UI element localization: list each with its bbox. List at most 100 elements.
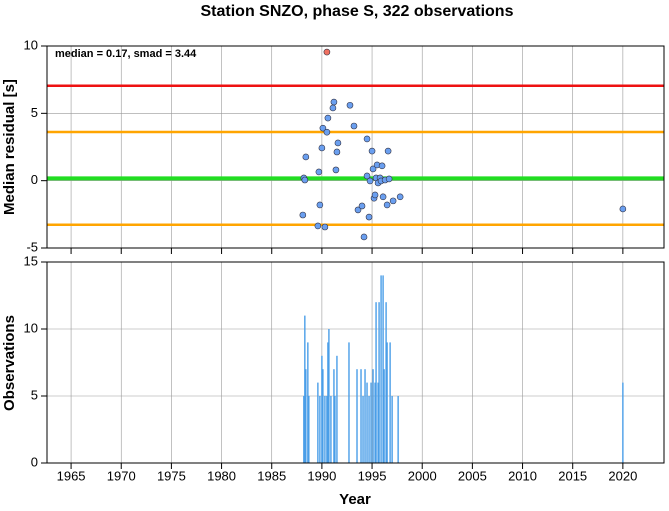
data-point bbox=[346, 101, 354, 109]
bar bbox=[348, 342, 350, 463]
bar bbox=[333, 369, 335, 463]
data-point bbox=[315, 168, 323, 176]
plot-frame bbox=[46, 261, 665, 464]
bar bbox=[322, 369, 324, 463]
data-point bbox=[389, 197, 397, 205]
bar bbox=[385, 302, 387, 463]
y-tick-label: 0 bbox=[31, 172, 38, 187]
data-point bbox=[371, 191, 379, 199]
data-point bbox=[302, 153, 310, 161]
x-tick-label: 1985 bbox=[257, 468, 286, 483]
bar bbox=[374, 382, 376, 463]
x-tick-label: 2005 bbox=[458, 468, 487, 483]
x-tick-label: 1965 bbox=[57, 468, 86, 483]
bar bbox=[378, 302, 380, 463]
data-point bbox=[334, 139, 342, 147]
bar bbox=[317, 382, 319, 463]
y-tick-label: -5 bbox=[26, 239, 38, 254]
x-tick-label: 2020 bbox=[608, 468, 637, 483]
x-tick-label: 1975 bbox=[157, 468, 186, 483]
y-tick-label: 10 bbox=[24, 320, 38, 335]
bar bbox=[303, 396, 305, 463]
x-tick-label: 1995 bbox=[358, 468, 387, 483]
bar bbox=[336, 355, 338, 463]
bar bbox=[360, 369, 362, 463]
bar bbox=[305, 369, 307, 463]
y-axis-label: Observations bbox=[1, 315, 18, 411]
bar bbox=[386, 342, 388, 463]
y-tick-label: 5 bbox=[31, 105, 38, 120]
data-point bbox=[324, 114, 332, 122]
x-tick-label: 1990 bbox=[307, 468, 336, 483]
bar bbox=[622, 382, 624, 463]
data-point bbox=[358, 202, 366, 210]
y-tick-label: 0 bbox=[31, 454, 38, 469]
x-tick-label: 2000 bbox=[408, 468, 437, 483]
data-point bbox=[350, 122, 358, 130]
data-point bbox=[396, 193, 404, 201]
bar bbox=[375, 302, 377, 463]
data-point bbox=[369, 165, 377, 173]
bar bbox=[362, 396, 364, 463]
data-point bbox=[333, 148, 341, 156]
bar bbox=[326, 396, 328, 463]
bar bbox=[356, 369, 358, 463]
x-axis-label: Year bbox=[339, 491, 371, 508]
bar bbox=[391, 396, 393, 463]
bar bbox=[370, 382, 372, 463]
bar bbox=[389, 342, 391, 463]
x-tick-label: 2015 bbox=[558, 468, 587, 483]
bar bbox=[383, 369, 385, 463]
bar bbox=[364, 369, 366, 463]
data-point bbox=[323, 48, 331, 56]
data-point bbox=[384, 147, 392, 155]
y-axis-label: Median residual [s] bbox=[1, 79, 18, 215]
bar bbox=[382, 275, 384, 463]
data-point bbox=[321, 223, 329, 231]
bar bbox=[307, 342, 309, 463]
bar bbox=[324, 396, 326, 463]
bar bbox=[327, 342, 329, 463]
data-point bbox=[385, 175, 393, 183]
data-point bbox=[383, 201, 391, 209]
data-point bbox=[314, 222, 322, 230]
bar bbox=[304, 315, 306, 463]
data-point bbox=[363, 135, 371, 143]
bar bbox=[368, 396, 370, 463]
bar bbox=[380, 275, 382, 463]
data-point bbox=[318, 144, 326, 152]
x-tick-label: 1980 bbox=[207, 468, 236, 483]
annotation: median = 0.17, smad = 3.44 bbox=[55, 48, 197, 60]
bar bbox=[308, 396, 310, 463]
data-point bbox=[360, 233, 368, 241]
x-tick-label: 1970 bbox=[107, 468, 136, 483]
bar bbox=[328, 329, 330, 463]
data-point bbox=[330, 98, 338, 106]
plot-frame bbox=[46, 45, 665, 249]
data-point bbox=[319, 124, 327, 132]
bar bbox=[377, 382, 379, 463]
data-point bbox=[379, 193, 387, 201]
bar bbox=[321, 355, 323, 463]
data-point bbox=[619, 205, 627, 213]
data-point bbox=[301, 176, 309, 184]
data-point bbox=[329, 104, 337, 112]
data-point bbox=[363, 172, 371, 180]
y-tick-label: 15 bbox=[24, 253, 38, 268]
y-tick-label: 10 bbox=[24, 37, 38, 52]
bar bbox=[372, 369, 374, 463]
data-point bbox=[365, 213, 373, 221]
x-tick-label: 2010 bbox=[508, 468, 537, 483]
bar bbox=[330, 396, 332, 463]
data-point bbox=[368, 147, 376, 155]
y-tick-label: 5 bbox=[31, 387, 38, 402]
bar bbox=[334, 396, 336, 463]
data-point bbox=[378, 162, 386, 170]
data-point bbox=[354, 206, 362, 214]
chart-title: Station SNZO, phase S, 322 observations bbox=[201, 3, 514, 20]
data-point bbox=[299, 211, 307, 219]
bar bbox=[366, 382, 368, 463]
bar bbox=[319, 396, 321, 463]
bar bbox=[397, 396, 399, 463]
